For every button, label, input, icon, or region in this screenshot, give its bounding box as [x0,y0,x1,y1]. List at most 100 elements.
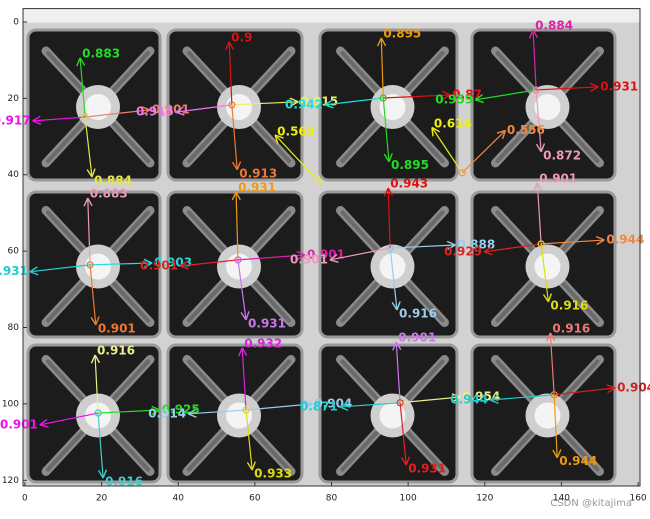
arrow-head [240,311,250,321]
arrow-line [535,89,542,152]
arrow-origin [537,240,545,248]
arrow-line [554,387,616,396]
watermark: CSDN @kitajima [550,498,632,509]
arrow-label: 0.556 [507,123,545,137]
arrow-line [175,104,232,113]
arrow-head [90,316,100,326]
arrow-label: 0.883 [90,187,128,201]
arrow-head [483,246,493,256]
arrow-line [431,127,463,174]
arrow-head [446,240,456,250]
arrow-label: 0.944 [450,393,488,407]
arrow-label: 0.87 [452,87,482,101]
arrow-label: 0.916 [105,474,143,488]
arrow-label: 0.931 [238,180,276,194]
arrow-head [383,187,394,197]
arrow-head [546,332,556,342]
arrow-line [188,409,247,415]
arrow-line [483,243,542,253]
arrow-label: 0.895 [383,27,421,41]
arrow-line [228,41,233,105]
arrow-line [29,264,91,273]
arrow-head [324,99,334,109]
arrow-origin [234,256,242,264]
arrow-line [90,262,153,266]
arrow-head [391,301,401,311]
arrow-head [32,115,42,125]
arrow-head [141,106,151,116]
arrow-line [97,413,104,479]
arrow-label: 0.929 [444,244,482,258]
arrow-head [151,405,161,415]
arrow-head [400,456,411,466]
arrow-line [461,130,506,174]
arrow-line [231,101,299,106]
arrow-head [90,354,101,364]
arrow-line [329,247,391,261]
arrow-label: 0.913 [239,166,277,180]
arrow-label: 0.931 [0,264,28,278]
arrow-line [536,182,542,244]
x-tick-label: 140 [553,494,570,504]
arrow-line [85,109,150,118]
y-tick-label: 0 [13,17,19,27]
arrow-line [382,97,390,162]
arrow-label: 0.916 [552,321,590,335]
arrow-head [238,347,248,357]
arrow-label: 0.872 [543,148,581,162]
arrow-line [389,247,398,311]
arrow-label: 0.901 [290,252,328,266]
arrow-line [32,116,86,122]
arrow-line [380,37,384,98]
arrow-origin [386,244,394,252]
arrow-label: 0.895 [391,158,429,172]
tile-center-core [85,253,111,280]
arrow-line [241,347,247,411]
arrow-line [541,239,605,245]
arrow-head [339,401,349,412]
arrow-line [245,409,253,471]
x-tick-label: 40 [172,494,184,504]
arrow-head [383,153,393,163]
arrow-head [441,90,451,100]
arrow-head [143,258,153,268]
arrow-line [237,254,306,261]
arrow-origin [81,113,89,121]
arrow-head [231,161,242,171]
arrow-label: 0.871 [300,399,338,413]
arrow-head [533,182,543,192]
arrow-origin [396,399,404,407]
arrow-label: 0.901 [539,171,577,185]
arrow-head [329,253,339,263]
arrow-line [180,259,239,267]
arrow-head [179,260,189,270]
x-tick-label: 0 [22,494,28,504]
arrow-line [94,354,99,414]
arrow-origin [94,409,102,417]
arrow-origin [242,406,250,414]
arrow-line [237,259,247,320]
arrow-origin [550,391,558,399]
arrow-label: 0.931 [600,79,638,93]
arrow-head [274,134,284,144]
arrow-label: 0.916 [550,298,588,312]
arrow-line [536,86,599,91]
arrow-line [390,244,456,249]
y-tick-label: 40 [8,170,20,180]
arrow-head [83,197,93,207]
arrow-head [86,168,96,178]
arrow-head [606,384,616,394]
arrow-head [303,399,313,410]
arrow-label: 0.932 [244,336,282,350]
arrow-head [552,449,562,459]
arrow-label: 0.944 [606,233,644,247]
arrow-label: 0.883 [82,46,120,60]
arrow-origin [532,86,540,94]
arrow-head [231,191,241,201]
x-tick-label: 20 [96,494,108,504]
arrow-line [231,104,238,170]
arrow-line [84,116,93,178]
arrow-head [376,37,387,47]
arrow-head [289,97,299,107]
arrow-head [97,469,108,479]
